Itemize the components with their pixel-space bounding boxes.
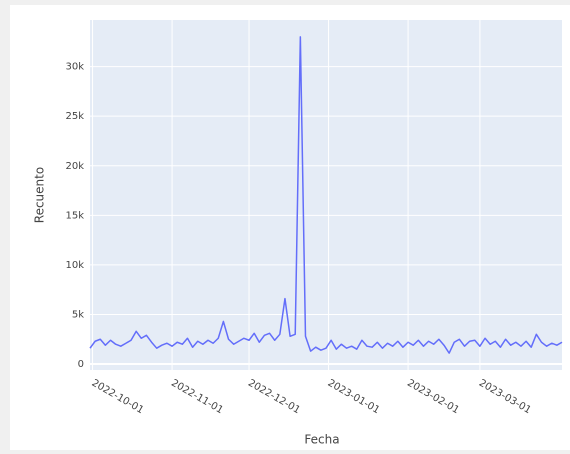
- x-axis-title: Fecha: [304, 433, 339, 447]
- y-tick-label: 25k: [65, 111, 84, 122]
- y-tick-label: 30k: [65, 62, 84, 73]
- plot-area: [90, 20, 562, 370]
- y-tick-label: 15k: [65, 210, 84, 221]
- y-tick-label: 5k: [72, 309, 84, 320]
- line: [89, 36, 563, 354]
- y-tick-label: 0: [78, 359, 84, 370]
- y-axis-title: Recuento: [33, 167, 47, 223]
- y-tick-label: 20k: [65, 161, 84, 172]
- y-tick-label: 10k: [65, 260, 84, 271]
